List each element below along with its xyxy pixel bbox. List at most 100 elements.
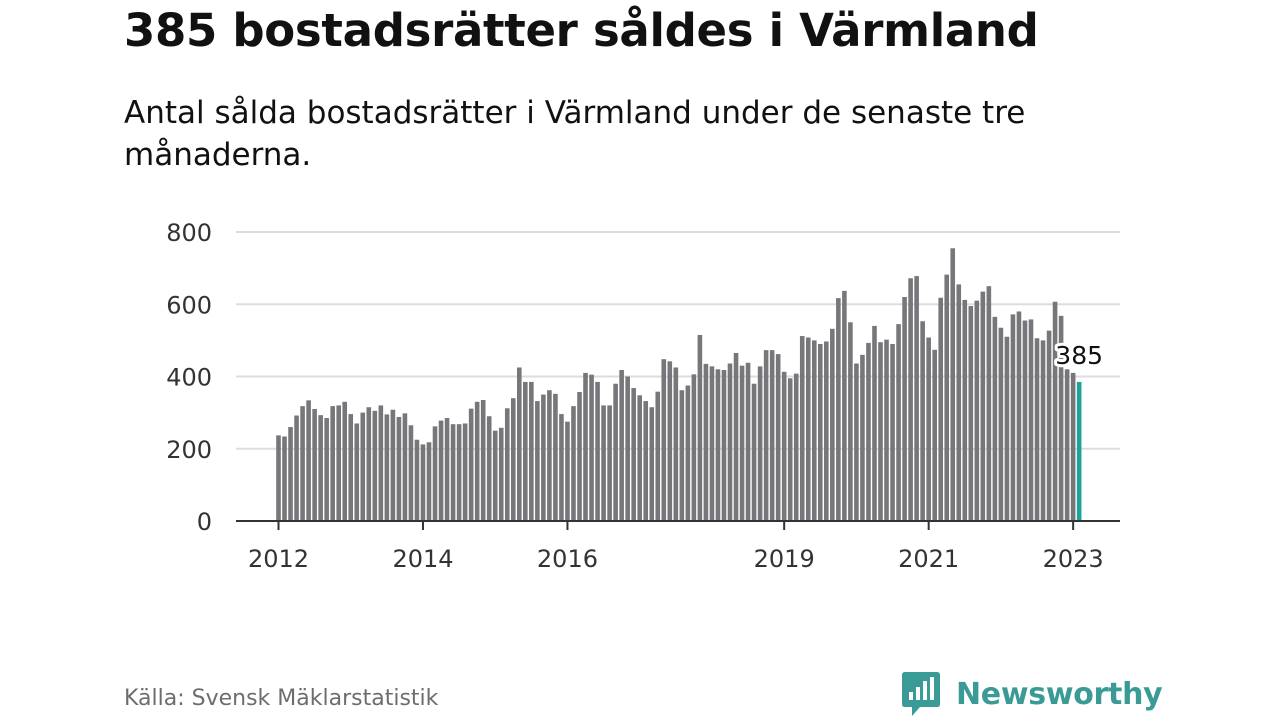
bar <box>769 350 775 521</box>
bar <box>523 381 528 521</box>
x-tick-label: 2019 <box>754 545 815 573</box>
bar <box>691 374 697 521</box>
bar <box>727 363 733 521</box>
bar <box>1010 314 1016 521</box>
bar-chart: 0 200 400 600 800 2012 2014 2016 2019 2021 2023 3… <box>166 219 1120 573</box>
bar <box>336 405 341 521</box>
bar <box>1004 336 1010 521</box>
bar <box>1034 338 1040 521</box>
bar <box>517 367 522 521</box>
bar <box>787 378 793 521</box>
bar <box>745 362 751 521</box>
bar <box>884 339 889 521</box>
bar <box>288 427 293 521</box>
bar <box>836 298 841 521</box>
y-axis-labels: 0 200 400 600 800 <box>166 219 212 536</box>
bar <box>390 409 396 521</box>
bar <box>649 407 655 521</box>
bar <box>775 354 781 521</box>
bar <box>414 439 420 521</box>
bar <box>890 343 895 521</box>
bar <box>282 436 287 521</box>
bar <box>492 430 498 521</box>
bar <box>878 342 883 521</box>
bar <box>535 401 540 521</box>
brand[interactable]: Newsworthy <box>900 670 1163 718</box>
bar <box>739 365 745 521</box>
bar <box>324 418 329 521</box>
y-tick-label: 0 <box>197 508 212 536</box>
bar <box>980 291 986 521</box>
bar <box>667 361 673 521</box>
bar <box>938 297 943 521</box>
bar <box>950 248 956 521</box>
bar <box>306 400 311 521</box>
bar <box>926 337 931 521</box>
bar <box>510 398 516 521</box>
x-tick-label: 2016 <box>537 545 598 573</box>
y-tick-label: 600 <box>166 291 212 319</box>
bar <box>426 442 432 521</box>
bar <box>547 390 552 521</box>
bar <box>1046 330 1052 521</box>
bar <box>1028 319 1034 521</box>
bar <box>685 385 691 521</box>
bar <box>559 414 564 521</box>
bar <box>342 401 348 521</box>
source-note: Källa: Svensk Mäklarstatistik <box>124 686 439 711</box>
bar <box>811 340 817 522</box>
bar <box>420 444 426 521</box>
bar <box>805 337 811 521</box>
bar <box>318 415 323 521</box>
bar <box>842 290 847 521</box>
bar <box>348 414 354 521</box>
bar <box>1070 372 1076 521</box>
bar <box>541 394 546 521</box>
bar <box>1052 301 1058 521</box>
brand-name: Newsworthy <box>956 676 1163 712</box>
bar <box>571 406 576 521</box>
bar <box>595 381 600 521</box>
x-tick-label: 2023 <box>1043 545 1104 573</box>
bar <box>655 391 661 521</box>
bar <box>1016 311 1022 521</box>
bar <box>631 388 636 521</box>
bar <box>721 370 727 521</box>
bar <box>601 405 606 521</box>
bar <box>673 367 679 521</box>
bar <box>986 286 992 521</box>
bar <box>613 383 618 521</box>
bar <box>637 395 642 521</box>
bar <box>709 366 715 521</box>
bar <box>366 407 372 521</box>
bar <box>956 284 962 521</box>
bar <box>944 274 950 521</box>
bar <box>444 418 450 521</box>
data-label-last: 385 <box>1055 341 1103 370</box>
bar <box>294 415 299 521</box>
bar <box>902 297 907 521</box>
bar <box>456 424 462 521</box>
bar <box>908 278 913 521</box>
bar <box>583 372 588 521</box>
bar <box>962 299 968 521</box>
chart-title: 385 bostadsrätter såldes i Värmland <box>124 4 1039 57</box>
bar <box>504 408 510 521</box>
x-tick-label: 2012 <box>248 545 309 573</box>
bar <box>998 327 1004 521</box>
bar <box>529 381 534 521</box>
bar <box>992 316 998 521</box>
bar <box>763 350 769 521</box>
data-labels: 385 <box>1052 338 1106 373</box>
bar <box>1040 340 1046 522</box>
bar <box>757 366 763 521</box>
bar <box>408 425 414 521</box>
bar <box>896 324 901 521</box>
bar <box>360 412 366 522</box>
bar <box>589 374 594 521</box>
bar <box>824 341 829 521</box>
bar <box>781 371 787 521</box>
bar <box>312 409 317 521</box>
bar <box>300 406 305 521</box>
bar <box>920 321 925 521</box>
